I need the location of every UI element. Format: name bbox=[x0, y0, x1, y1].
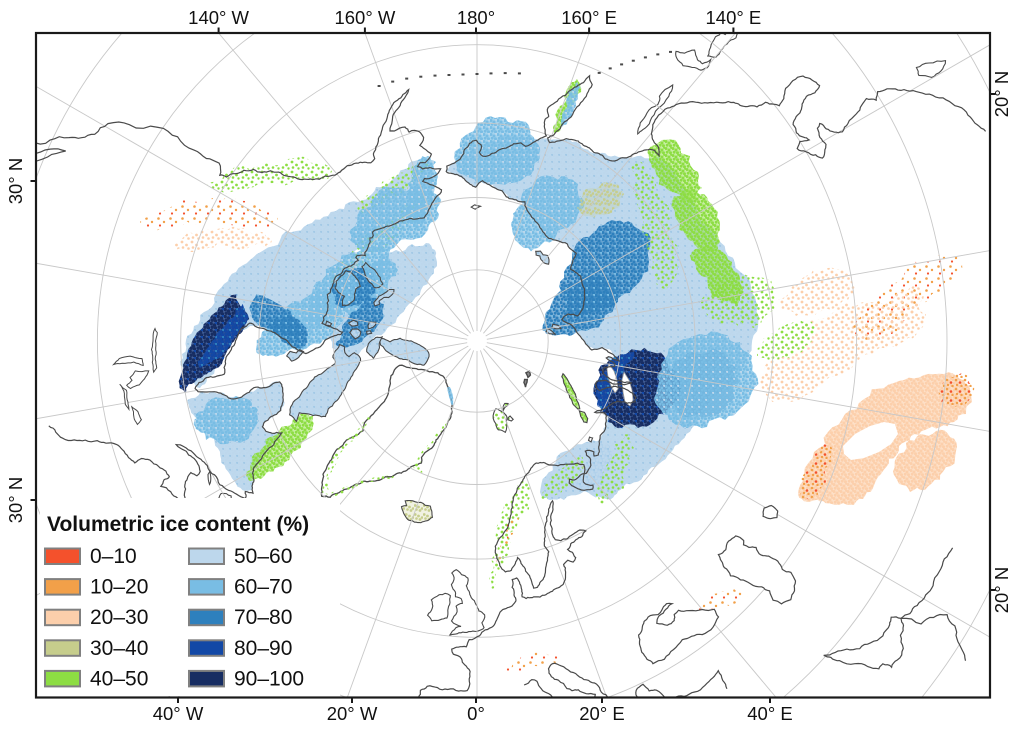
svg-text:70–80: 70–80 bbox=[234, 606, 292, 629]
svg-text:140° E: 140° E bbox=[706, 7, 762, 28]
svg-text:30° N: 30° N bbox=[5, 158, 26, 204]
svg-text:90–100: 90–100 bbox=[234, 667, 304, 690]
svg-text:0°: 0° bbox=[467, 703, 485, 724]
svg-text:30–40: 30–40 bbox=[90, 637, 148, 660]
svg-text:140° W: 140° W bbox=[188, 7, 249, 28]
svg-text:40° W: 40° W bbox=[153, 703, 204, 724]
svg-text:60–70: 60–70 bbox=[234, 576, 292, 599]
svg-text:40–50: 40–50 bbox=[90, 667, 148, 690]
svg-text:20° E: 20° E bbox=[579, 703, 624, 724]
svg-text:30° N: 30° N bbox=[5, 477, 26, 523]
svg-text:20° N: 20° N bbox=[991, 71, 1012, 117]
svg-text:40° E: 40° E bbox=[747, 703, 792, 724]
svg-text:160° W: 160° W bbox=[334, 7, 395, 28]
svg-text:50–60: 50–60 bbox=[234, 545, 292, 568]
svg-text:20° N: 20° N bbox=[991, 567, 1012, 613]
svg-text:180°: 180° bbox=[457, 7, 495, 28]
svg-text:10–20: 10–20 bbox=[90, 576, 148, 599]
svg-text:20° W: 20° W bbox=[327, 703, 378, 724]
svg-text:20–30: 20–30 bbox=[90, 606, 148, 629]
svg-text:0–10: 0–10 bbox=[90, 545, 137, 568]
svg-text:80–90: 80–90 bbox=[234, 637, 292, 660]
svg-text:Volumetric ice content (%): Volumetric ice content (%) bbox=[47, 513, 309, 536]
svg-text:160° E: 160° E bbox=[561, 7, 617, 28]
